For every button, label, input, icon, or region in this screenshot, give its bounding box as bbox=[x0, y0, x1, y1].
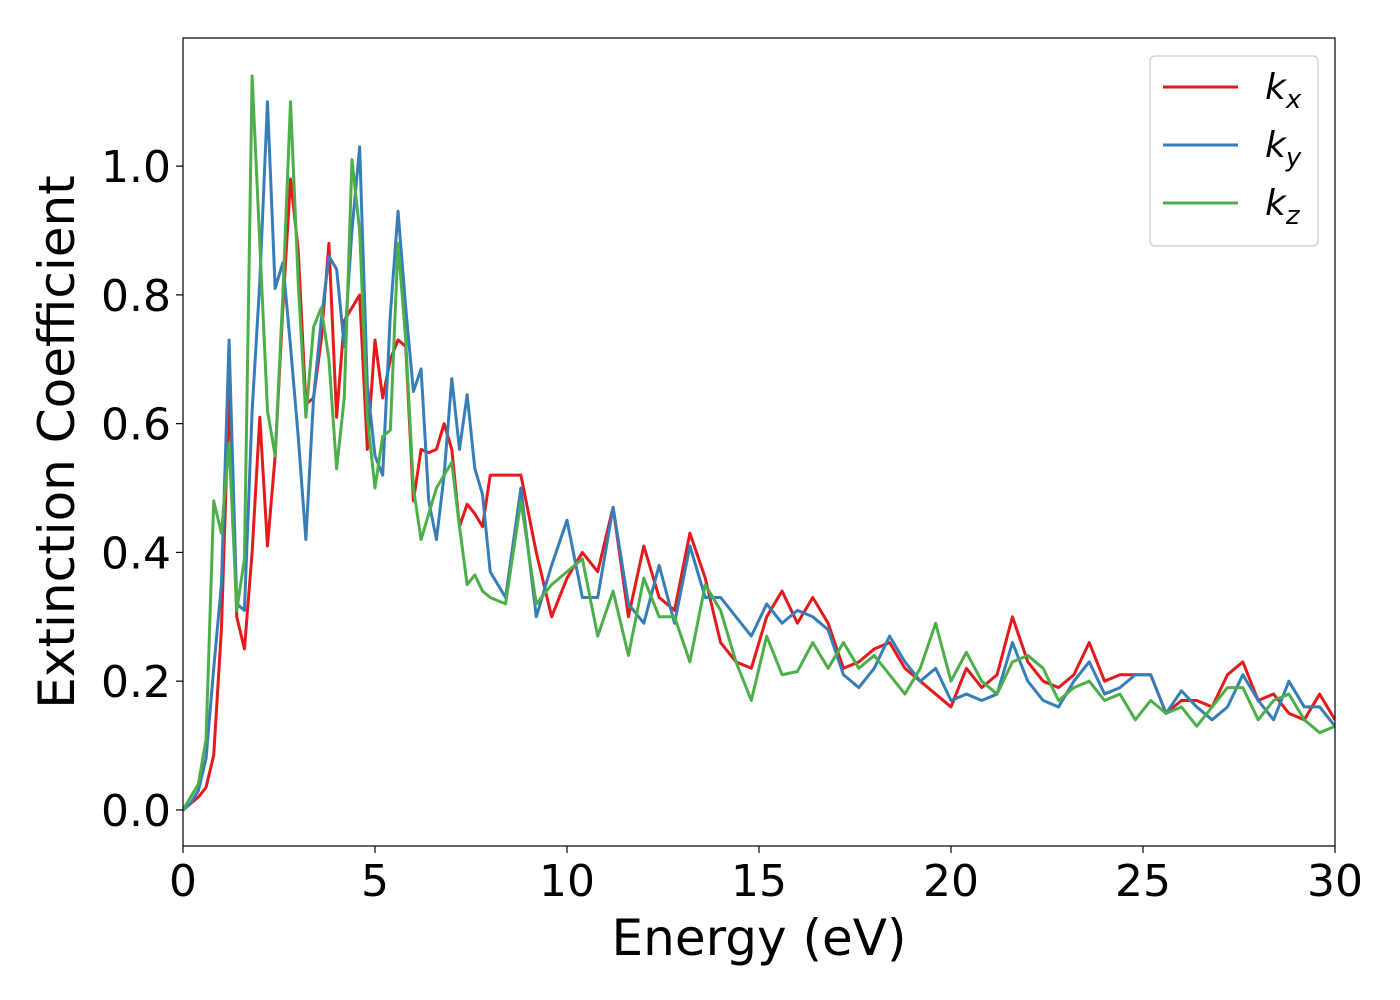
legend-label: kz bbox=[1265, 183, 1301, 231]
line-series bbox=[183, 74, 1335, 811]
x-tick-label: 20 bbox=[923, 856, 979, 907]
y-tick-label: 0.8 bbox=[101, 271, 171, 322]
plot-lines bbox=[183, 74, 1335, 812]
y-tick-label: 0.6 bbox=[101, 400, 171, 451]
legend-label: kx bbox=[1265, 67, 1302, 115]
y-tick-label: 0.0 bbox=[101, 786, 171, 837]
legend-box bbox=[1149, 55, 1319, 247]
line-series bbox=[183, 100, 1335, 812]
y-tick-label: 1.0 bbox=[101, 142, 171, 193]
legend-label: ky bbox=[1265, 125, 1302, 173]
x-tick-label: 30 bbox=[1307, 856, 1363, 907]
y-tick-label: 0.2 bbox=[101, 657, 171, 708]
x-tick-label: 10 bbox=[539, 856, 595, 907]
x-tick-label: 0 bbox=[169, 856, 197, 907]
x-tick-label: 15 bbox=[731, 856, 787, 907]
x-axis-label: Energy (eV) bbox=[612, 909, 907, 967]
y-axis-label: Extinction Coefficient bbox=[28, 175, 86, 709]
x-tick-label: 25 bbox=[1115, 856, 1171, 907]
x-tick-label: 5 bbox=[361, 856, 389, 907]
y-tick-label: 0.4 bbox=[101, 528, 171, 579]
